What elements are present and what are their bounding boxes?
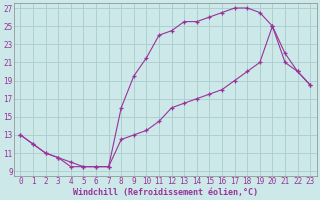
X-axis label: Windchill (Refroidissement éolien,°C): Windchill (Refroidissement éolien,°C) <box>73 188 258 197</box>
